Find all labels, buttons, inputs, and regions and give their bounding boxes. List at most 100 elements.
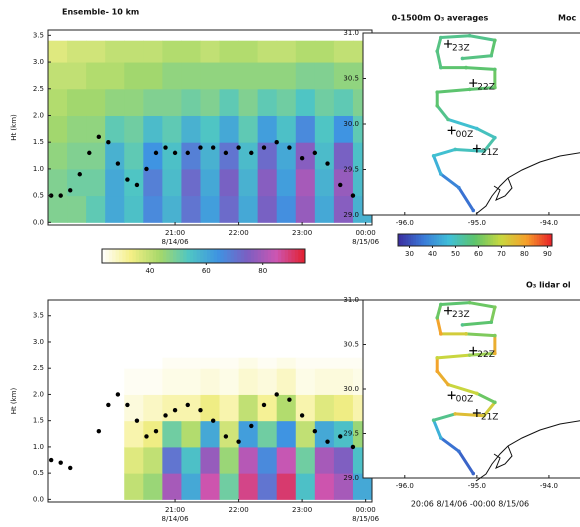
colorbar-cell xyxy=(240,249,245,263)
colorbar-tick-label: 50 xyxy=(451,250,460,258)
curtain-cell xyxy=(86,40,106,63)
curtain-cell xyxy=(295,142,316,170)
curtain-cell xyxy=(124,115,144,143)
colorbar-cell xyxy=(247,249,252,263)
x-tick-label: 23:00 xyxy=(292,229,312,237)
curtain-cell xyxy=(162,368,182,395)
curtain-cell xyxy=(333,62,354,90)
curtain-cell xyxy=(124,88,144,116)
colorbar-cell xyxy=(291,249,296,263)
curtain-cell xyxy=(200,394,221,422)
track-segment xyxy=(489,38,497,58)
track-segment xyxy=(453,412,486,418)
pbl-point xyxy=(223,434,229,439)
x-tick-label: -94.0 xyxy=(540,219,558,227)
colorbar-cell xyxy=(487,234,491,246)
curtain-cell xyxy=(181,446,201,474)
curtain-cell xyxy=(257,446,278,474)
track-point xyxy=(431,154,436,158)
curtain-cell xyxy=(238,357,259,369)
track-segment xyxy=(432,154,443,176)
track-segment xyxy=(446,383,479,395)
pbl-point xyxy=(249,423,254,429)
track-point xyxy=(446,382,450,387)
curtain-cell xyxy=(48,115,68,143)
track-segment xyxy=(446,117,479,131)
curtain-cell xyxy=(181,62,201,90)
x-tick-label: 00:00 xyxy=(356,229,376,237)
colorbar-cell xyxy=(274,249,279,263)
colorbar-cell xyxy=(112,249,117,263)
track-point xyxy=(467,87,472,92)
track-segment xyxy=(435,87,472,94)
colorbar-cell xyxy=(528,234,532,246)
curtain-cell xyxy=(181,420,201,448)
y-tick-label: 0.0 xyxy=(33,218,44,226)
colorbar-cell xyxy=(426,234,430,246)
colorbar-cell xyxy=(271,249,276,263)
track-point xyxy=(489,320,494,325)
colorbar-tick-label: 80 xyxy=(258,267,267,275)
pbl-point xyxy=(312,150,318,156)
colorbar-cell xyxy=(464,234,468,246)
curtain-cell xyxy=(105,40,125,63)
curtain-cell xyxy=(67,195,87,223)
colorbar-cell xyxy=(433,234,437,246)
colorbar-cell xyxy=(510,234,514,246)
curtain-cell xyxy=(200,62,221,90)
curtain-cell xyxy=(276,420,297,448)
curtain-cell xyxy=(219,473,240,500)
colorbar-cell xyxy=(129,249,133,263)
pbl-point xyxy=(172,407,178,413)
curtain-cell xyxy=(200,115,221,143)
curtain-cell xyxy=(181,115,201,143)
time-label: 23Z xyxy=(452,43,470,53)
y-tick-label: 31.0 xyxy=(343,29,359,37)
pbl-point xyxy=(68,188,73,193)
y-tick-label: 0.5 xyxy=(33,192,44,200)
colorbar-cell xyxy=(531,234,535,246)
track-point xyxy=(475,391,479,396)
curtain-cell xyxy=(124,357,144,369)
colorbar-cell xyxy=(536,234,540,246)
track-segment xyxy=(468,351,497,357)
colorbar-cell xyxy=(179,249,184,263)
curtain-cell xyxy=(48,142,68,170)
y-tick-label: 3.0 xyxy=(33,338,44,346)
colorbar-cell xyxy=(102,249,106,263)
curtain-cell xyxy=(181,195,201,223)
curtain-cell xyxy=(257,195,278,223)
curtain-cell xyxy=(86,142,106,170)
colorbar-cell xyxy=(516,234,520,246)
track-point xyxy=(464,332,468,336)
colorbar-cell xyxy=(467,234,471,246)
colorbar-cell xyxy=(454,234,458,246)
curtain-cell xyxy=(200,357,221,369)
curtain-cell xyxy=(314,357,335,369)
curtain-cell xyxy=(105,195,125,223)
curtain-cell xyxy=(276,446,297,474)
colorbar-cell xyxy=(152,249,157,263)
curtain-cell xyxy=(219,62,240,90)
pbl-point xyxy=(153,428,159,434)
colorbar-tick-label: 90 xyxy=(543,250,552,258)
curtain-cell xyxy=(333,446,354,474)
curtain-cell xyxy=(257,473,278,500)
curtain-cell xyxy=(124,168,144,197)
curtain-cell xyxy=(181,168,201,197)
curtain-cell xyxy=(181,357,201,369)
colorbar-cell xyxy=(254,249,259,263)
curtain-cell xyxy=(219,368,240,395)
curtain-cell xyxy=(124,62,144,90)
pbl-point xyxy=(106,402,111,408)
y-tick-label: 30.5 xyxy=(343,75,359,83)
x-tick-label: -94.0 xyxy=(540,482,558,490)
pbl-point xyxy=(185,402,190,408)
curtain-cell xyxy=(143,368,163,395)
y-tick-label: 30.0 xyxy=(343,120,359,128)
track-point xyxy=(460,323,465,327)
x-tick-label: 21:00 xyxy=(165,229,185,237)
colorbar-cell xyxy=(142,249,147,263)
curtain-cell xyxy=(143,394,163,422)
track-segment xyxy=(489,305,497,324)
